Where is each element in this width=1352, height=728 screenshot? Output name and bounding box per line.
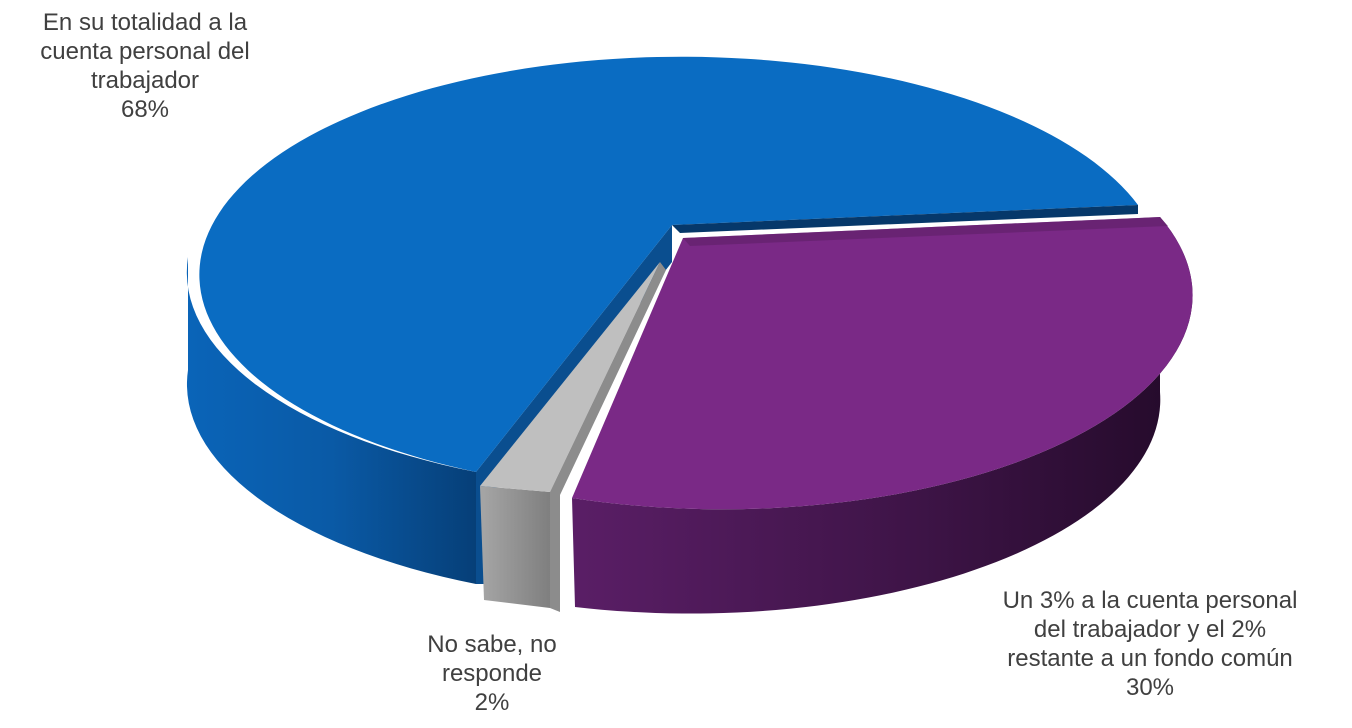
slice-label-no-sabe-value: 2% [474, 689, 510, 716]
pie-slice-no-sabe-top [480, 262, 660, 492]
pie-slice-cuenta-y-fondo-side [572, 217, 1193, 614]
pie-slice-no-sabe [480, 262, 666, 612]
pie-slice-no-sabe-side [480, 486, 550, 608]
slice-label-totalidad-line-2: cuenta personal del [40, 38, 250, 65]
slice-label-cuenta-y-fondo: Un 3% a la cuenta personal del trabajado… [960, 586, 1340, 702]
slice-label-totalidad-value: 68% [120, 96, 170, 123]
slice-label-totalidad-line-3: trabajador [90, 67, 200, 94]
pie-slice-totalidad-top [199, 56, 1138, 473]
slice-label-totalidad: En su totalidad a la cuenta personal del… [0, 8, 290, 124]
slice-label-cuenta-y-fondo-line-2: del trabajador y el 2% [1033, 616, 1267, 643]
slice-label-no-sabe-line-1: No sabe, no [427, 631, 557, 658]
slice-label-cuenta-y-fondo-line-1: Un 3% a la cuenta personal [1002, 587, 1298, 614]
slice-label-cuenta-y-fondo-line-3: restante a un fondo común [1007, 645, 1293, 672]
pie-slice-cuenta-y-fondo-top [572, 217, 1193, 510]
pie-slice-cuenta-y-fondo [572, 217, 1193, 614]
slice-label-cuenta-y-fondo-value: 30% [1125, 674, 1175, 701]
pie-slice-totalidad-side [186, 257, 477, 584]
slice-label-no-sabe: No sabe, no responde 2% [382, 630, 602, 717]
slice-label-totalidad-line-1: En su totalidad a la [42, 9, 248, 36]
slice-label-no-sabe-line-2: responde [441, 660, 543, 687]
